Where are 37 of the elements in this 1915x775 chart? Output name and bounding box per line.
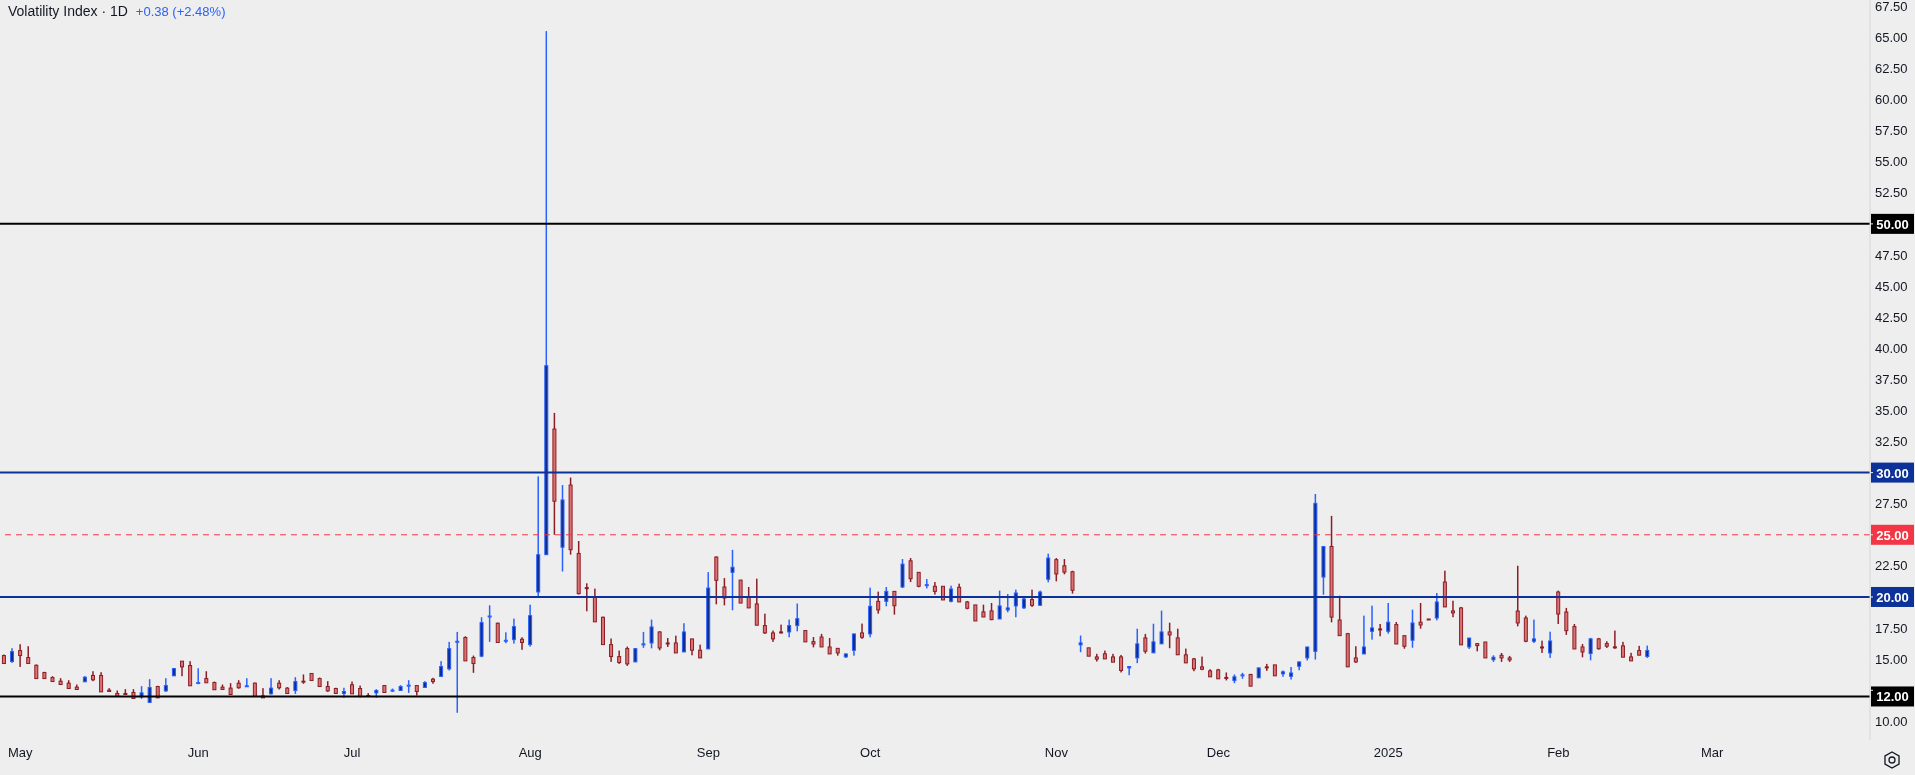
y-tick-label: 15.00 [1875, 651, 1908, 667]
x-tick-label: May [7, 745, 34, 761]
y-tick-label: 62.50 [1875, 61, 1908, 77]
x-tick-label: Nov [1044, 745, 1069, 761]
x-tick-label: Sep [696, 745, 720, 761]
chart-subtitle: +0.38 (+2.48%) [135, 4, 226, 19]
x-tick-label: Aug [518, 745, 542, 761]
chart-title: Volatility Index · 1D [8, 3, 128, 19]
ref-line-label: 20.00 [1876, 589, 1909, 605]
y-tick-label: 37.50 [1875, 371, 1908, 387]
y-tick-label: 45.00 [1875, 278, 1908, 294]
x-tick-label: Mar [1700, 745, 1725, 761]
ref-line-label: 50.00 [1876, 216, 1909, 232]
y-tick-label: 67.50 [1875, 0, 1908, 14]
x-tick-label: Dec [1206, 745, 1231, 761]
y-tick-label: 65.00 [1875, 29, 1908, 45]
y-tick-label: 60.00 [1875, 92, 1908, 108]
y-tick-label: 27.50 [1875, 496, 1908, 512]
y-tick-label: 40.00 [1875, 340, 1908, 356]
y-tick-label: 52.50 [1875, 185, 1908, 201]
y-tick-label: 47.50 [1875, 247, 1908, 263]
x-tick-label: Oct [860, 745, 881, 761]
y-tick-label: 55.00 [1875, 154, 1908, 170]
y-tick-label: 35.00 [1875, 403, 1908, 419]
x-tick-label: Jun [187, 745, 209, 761]
y-tick-label: 17.50 [1875, 620, 1908, 636]
y-tick-label: 22.50 [1875, 558, 1908, 574]
y-tick-label: 32.50 [1875, 434, 1908, 450]
x-tick-label: Jul [343, 745, 361, 761]
y-tick-label: 42.50 [1875, 309, 1908, 325]
ref-line-label: 30.00 [1876, 465, 1909, 481]
ref-line-label: 25.00 [1876, 527, 1909, 543]
x-tick-label: 2025 [1373, 745, 1403, 761]
x-tick-label: Feb [1547, 745, 1570, 761]
y-tick-label: 10.00 [1875, 713, 1908, 729]
ref-line-label: 12.00 [1876, 689, 1909, 705]
y-tick-label: 57.50 [1875, 123, 1908, 139]
